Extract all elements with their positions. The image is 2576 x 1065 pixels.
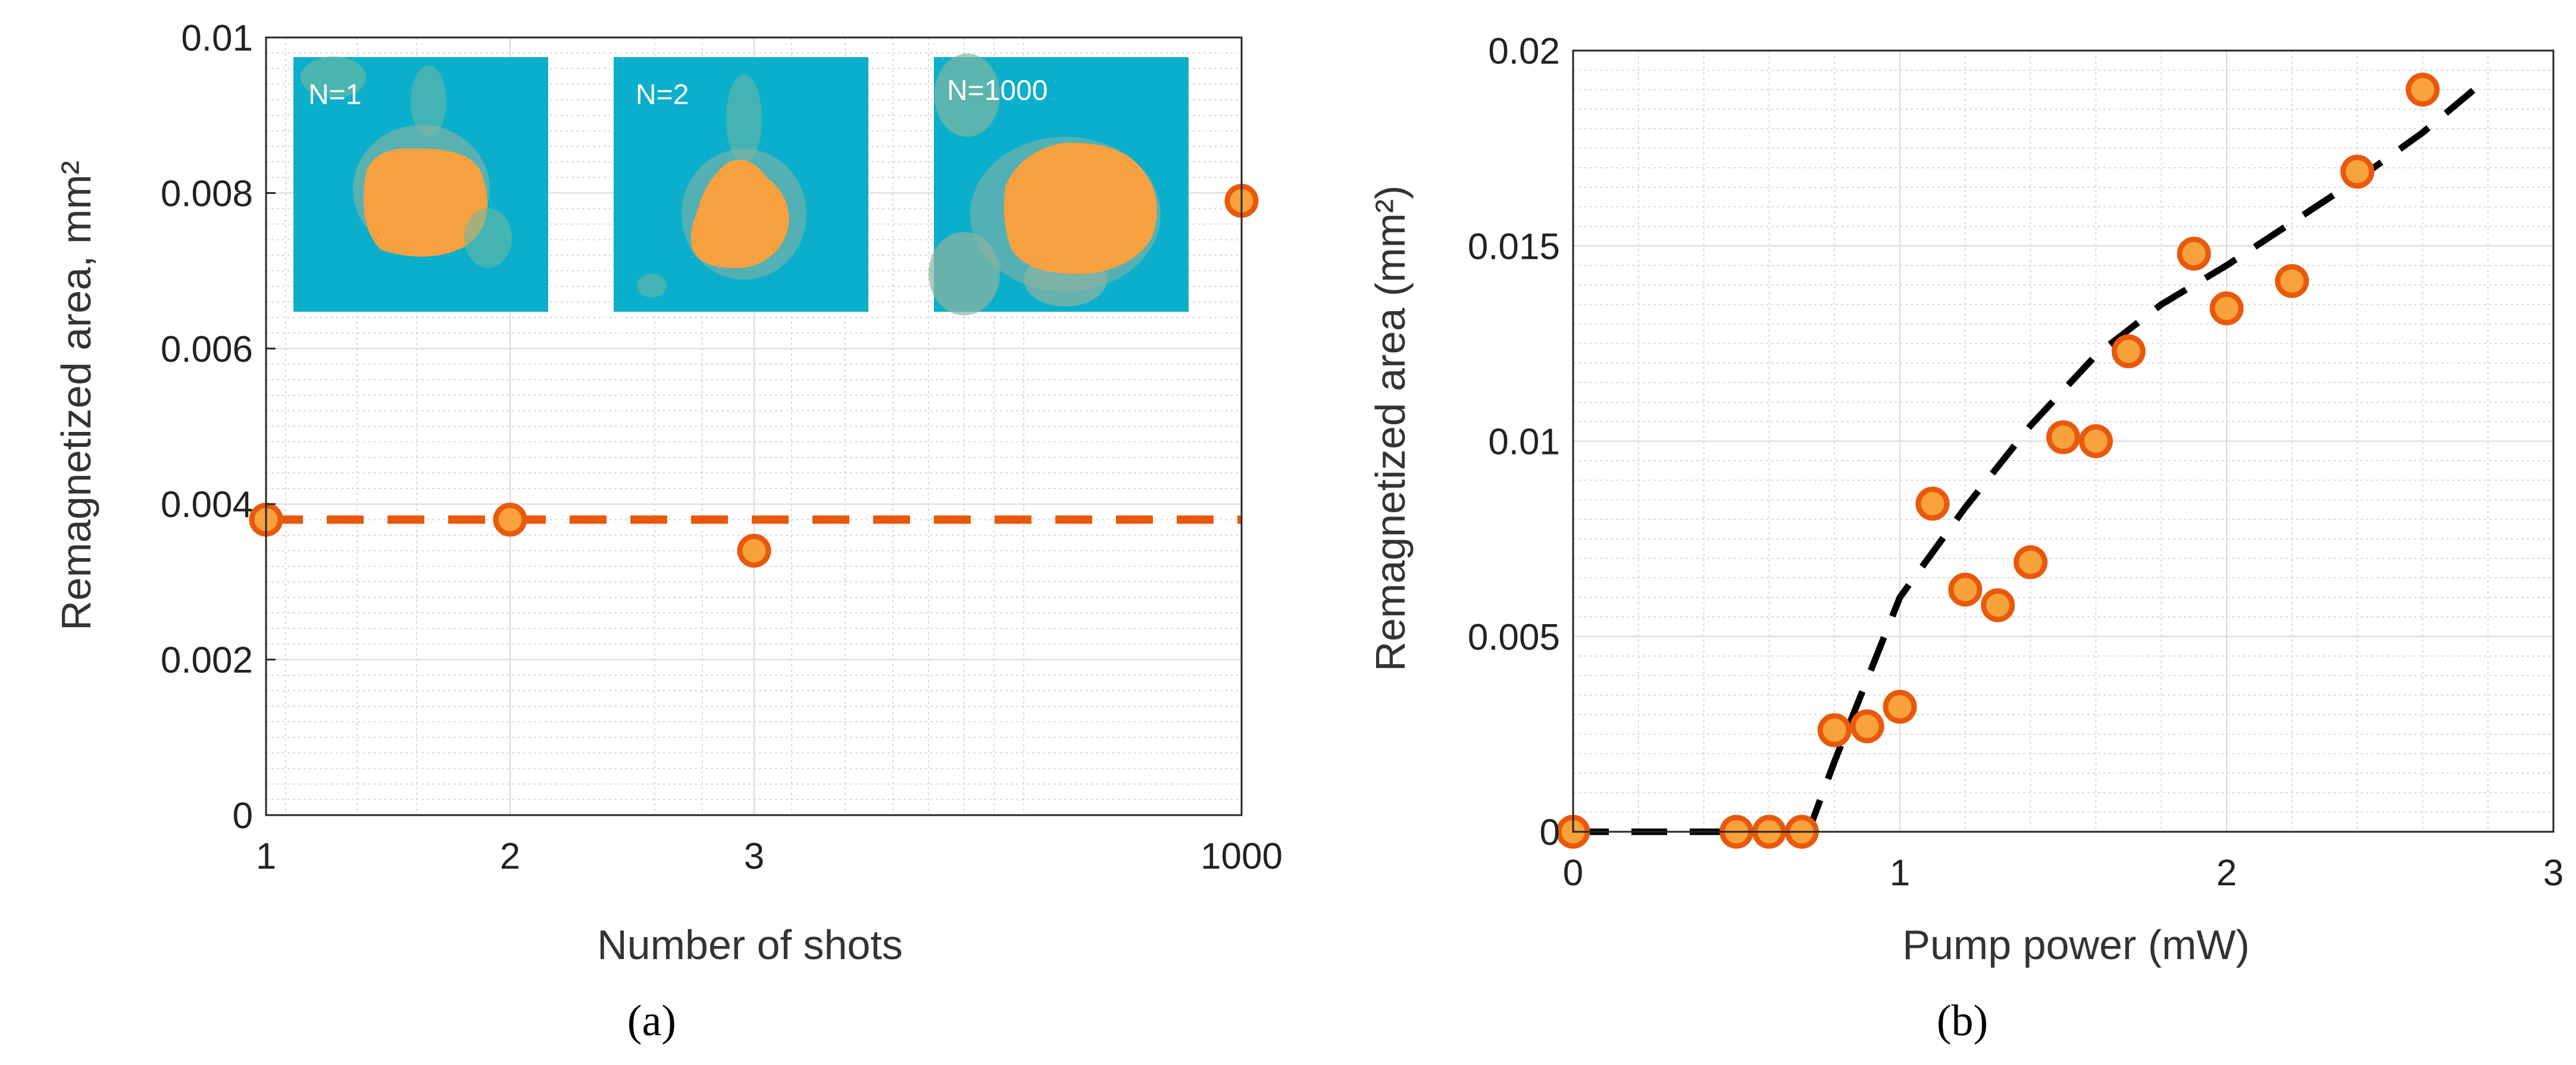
panel-b-xtick-label: 0 [1563,853,1583,894]
panel-b-marker [2078,424,2113,458]
panel-b-ytick-label: 0.015 [1468,226,1560,267]
panel-a-ytick-label: 0.006 [161,329,253,370]
panel-b-xtick-label: 3 [2543,853,2564,894]
panel-a-ticks: 0 0.002 0.004 0.006 0.008 0.01 1 2 3 1000 [161,18,1283,877]
panel-b-marker [1915,487,1950,521]
panel-b-marker [2177,236,2211,271]
panel-b-ylabel: Remagnetized area (mm²) [1367,186,1414,672]
panel-a-ytick-label: 0 [233,795,253,837]
inset-n1-label: N=1 [308,79,361,111]
panel-a-xtick-label: 1 [256,836,276,877]
inset-n1000: N=1000 [929,54,1189,315]
panel-a-xtick-label: 2 [500,836,520,877]
panel-a-marker [493,502,527,537]
panel-b-label: (b) [1937,997,1988,1045]
panel-a-ylabel: Remagnetized area, mm² [53,161,99,631]
panel-a-xtick-label: 3 [744,836,764,877]
panel-b-ytick-label: 0.01 [1488,422,1560,463]
panel-b-marker [1850,709,1884,744]
panel-b-ytick-label: 0 [1540,812,1560,853]
panel-b-xlabel: Pump power (mW) [1902,922,2249,968]
panel-a-label: (a) [627,997,676,1045]
inset-n1: N=1 [293,57,548,312]
panel-b-marker [2405,73,2440,107]
panel-b-marker [2046,420,2080,455]
inset-n1000-label: N=1000 [947,75,1048,106]
panel-b-ticks: 0 0.005 0.01 0.015 0.02 0 1 2 3 [1468,31,2564,894]
panel-b-marker [1817,713,1852,747]
panel-b-ytick-label: 0.005 [1468,617,1560,658]
panel-b-marker [1981,588,2015,622]
panel-b-xtick-label: 1 [1890,853,1910,894]
panel-a-xlabel: Number of shots [597,922,903,968]
panel-b-marker [2014,545,2048,580]
panel-a-ytick-label: 0.004 [161,484,253,525]
panel-b-ytick-label: 0.02 [1488,31,1560,72]
panel-a-ytick-label: 0.002 [161,640,253,681]
panel-b-marker [1948,572,1983,607]
panel-b-marker [2275,264,2309,298]
panel-a: N=1 N=2 N=1000 0 0.002 0.004 0.006 0.008 0.01… [53,18,1283,1045]
panel-a-ytick-label: 0.008 [161,173,253,214]
panel-b-marker [1883,690,1917,724]
panel-a-marker [737,534,771,568]
panel-b-xtick-label: 2 [2217,853,2237,894]
panel-a-axes-frame [265,36,1243,816]
inset-n2-label: N=2 [636,79,689,111]
inset-n2: N=2 [614,57,868,312]
panel-b-marker [2111,334,2146,369]
panel-b-axes-frame [1572,49,2555,833]
panel-b-marker [2340,155,2375,189]
panel-a-ytick-label: 0.01 [181,18,253,59]
panel-b-marker [2209,291,2244,325]
panel-a-xtick-label: 1000 [1201,836,1283,877]
